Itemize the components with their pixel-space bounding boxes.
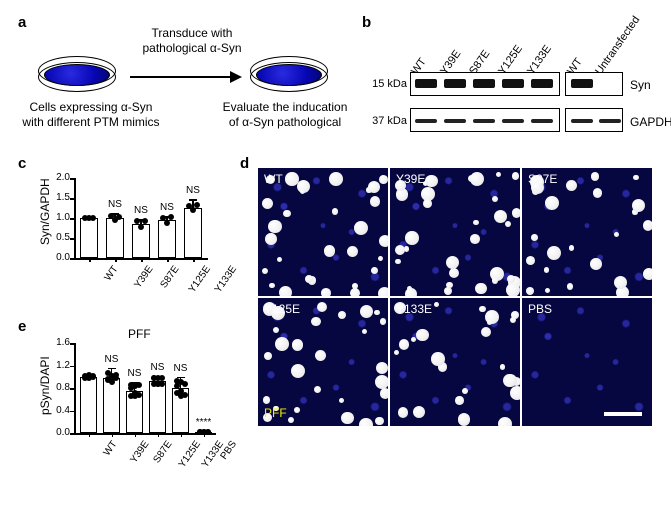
bar bbox=[106, 218, 124, 258]
micrograph-tile: PBS bbox=[522, 298, 654, 428]
scale-bar bbox=[604, 412, 642, 416]
micrograph-grid: WT Y39E S87E Y125E PFF Y133E PBS bbox=[258, 168, 654, 428]
tile-label: Y133E bbox=[396, 302, 432, 316]
chart-syn-gapdh: 0.00.51.01.52.0Syn/GAPDHWTNSY39ENSS87ENS… bbox=[32, 160, 222, 300]
panel-b-letter: b bbox=[362, 14, 371, 31]
chart-psyn-dapi: 0.00.40.81.21.6pSyn/DAPIPFFWTNSY39ENSS87… bbox=[32, 323, 237, 493]
arrow-icon bbox=[130, 76, 230, 78]
arrow-head-icon bbox=[230, 71, 242, 83]
bar bbox=[80, 377, 97, 433]
bar bbox=[158, 220, 176, 258]
panel-a-right-caption: Evaluate the inducationof α-Syn patholog… bbox=[210, 100, 360, 130]
panel-e-letter: e bbox=[18, 318, 26, 335]
panel-a-letter: a bbox=[18, 14, 26, 31]
micrograph-tile: Y39E bbox=[390, 168, 522, 298]
row-label-syn: Syn bbox=[630, 78, 651, 92]
micrograph-tile: WT bbox=[258, 168, 390, 298]
bar bbox=[149, 381, 166, 433]
panel-a-left-caption: Cells expressing α-Synwith different PTM… bbox=[16, 100, 166, 130]
tile-label: PBS bbox=[528, 302, 552, 316]
dish-right bbox=[250, 62, 328, 92]
bar bbox=[80, 218, 98, 258]
micrograph-tile: Y125E PFF bbox=[258, 298, 390, 428]
dish-left bbox=[38, 62, 116, 92]
tile-label: Y125E bbox=[264, 302, 300, 316]
size-marker-0: 15 kDa bbox=[362, 78, 407, 90]
bar bbox=[184, 208, 202, 258]
tile-label: WT bbox=[264, 172, 283, 186]
micrograph-tile: Y133E bbox=[390, 298, 522, 428]
panel-d-letter: d bbox=[240, 155, 249, 172]
panel-a-arrow-caption: Transduce withpathological α-Syn bbox=[112, 26, 272, 56]
row-label-gapdh: GAPDH bbox=[630, 115, 671, 129]
panel-c-letter: c bbox=[18, 155, 26, 172]
tile-label: Y39E bbox=[396, 172, 425, 186]
bar bbox=[103, 378, 120, 433]
size-marker-1: 37 kDa bbox=[362, 115, 407, 127]
micrograph-tile: S87E bbox=[522, 168, 654, 298]
tile-label: S87E bbox=[528, 172, 557, 186]
lane-label: Untransfected bbox=[593, 14, 642, 77]
pff-label: PFF bbox=[264, 406, 287, 420]
